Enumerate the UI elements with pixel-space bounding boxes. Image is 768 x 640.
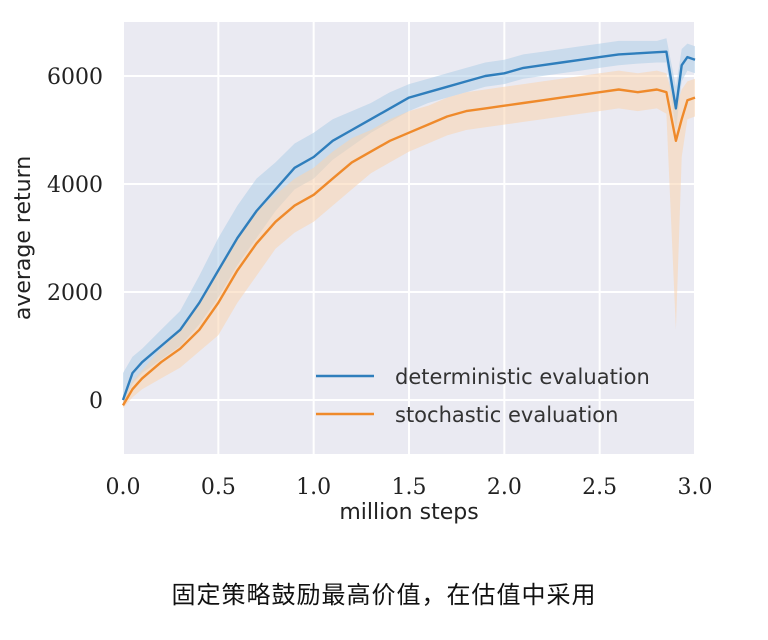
x-axis-ticks: 0.0 0.5 1.0 1.5 2.0 2.5 3.0 xyxy=(106,475,713,500)
caption-subtitle: 固定策略鼓励最高价值，在估值中采用 xyxy=(171,581,597,609)
y-tick-label: 0 xyxy=(89,389,103,414)
confidence-band-0 xyxy=(123,38,695,406)
x-axis-label: million steps xyxy=(339,500,478,525)
y-axis-label: average return xyxy=(11,156,36,320)
x-tick-label: 2.0 xyxy=(487,475,522,500)
x-tick-label: 1.5 xyxy=(392,475,427,500)
x-tick-label: 3.0 xyxy=(678,475,713,500)
x-tick-label: 0.0 xyxy=(106,475,141,500)
y-axis-ticks: 0 2000 4000 6000 xyxy=(47,65,103,414)
x-tick-label: 1.0 xyxy=(296,475,331,500)
series-line-0 xyxy=(121,50,696,401)
series-line-1 xyxy=(121,88,696,407)
series-lines xyxy=(121,50,696,407)
legend-label-deterministic: deterministic evaluation xyxy=(395,365,650,389)
x-tick-label: 0.5 xyxy=(201,475,236,500)
y-tick-label: 4000 xyxy=(47,173,103,198)
legend: deterministic evaluation stochastic eval… xyxy=(316,365,650,427)
legend-label-stochastic: stochastic evaluation xyxy=(395,403,618,427)
y-tick-label: 6000 xyxy=(47,65,103,90)
line-chart: 0.0 0.5 1.0 1.5 2.0 2.5 3.0 0 2000 4000 6000 mill… xyxy=(11,22,713,525)
x-tick-label: 2.5 xyxy=(582,475,617,500)
y-tick-label: 2000 xyxy=(47,281,103,306)
